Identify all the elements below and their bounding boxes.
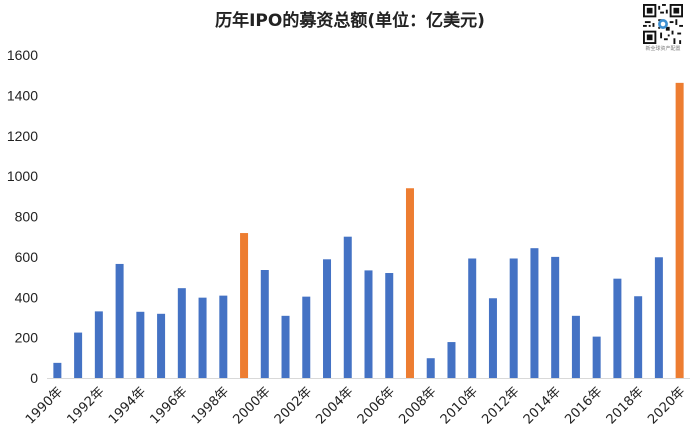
bar-2000 bbox=[260, 270, 269, 378]
x-tick-label: 2018年 bbox=[604, 384, 647, 427]
x-tick-label: 1992年 bbox=[64, 384, 107, 427]
x-tick-label: 1998年 bbox=[189, 384, 232, 427]
y-tick-label: 600 bbox=[15, 249, 39, 265]
bar-1992 bbox=[94, 311, 103, 378]
x-tick-label: 1990年 bbox=[23, 384, 66, 427]
x-tick-label: 2012年 bbox=[479, 384, 522, 427]
bar-1993 bbox=[115, 263, 124, 378]
y-tick-label: 800 bbox=[15, 209, 39, 225]
bar-1996 bbox=[177, 288, 186, 378]
qr-code-image bbox=[643, 4, 683, 44]
y-tick-label: 1000 bbox=[7, 168, 38, 184]
bar-2005 bbox=[364, 270, 373, 378]
bar-2015 bbox=[571, 315, 580, 378]
bar-2016 bbox=[592, 336, 601, 378]
bars bbox=[53, 82, 684, 379]
chart-title: 历年IPO的募资总额(单位：亿美元) bbox=[215, 11, 485, 31]
bar-1990 bbox=[53, 362, 62, 378]
bar-2020 bbox=[675, 82, 684, 379]
y-tick-label: 0 bbox=[30, 370, 38, 386]
bar-2010 bbox=[468, 258, 477, 378]
bar-2012 bbox=[509, 258, 518, 378]
y-tick-label: 400 bbox=[15, 289, 39, 305]
qr-code-watermark: 新全球资产配置 bbox=[641, 4, 685, 52]
y-axis-ticks: 0 200 400 600 800 1000 1200 1400 1600 bbox=[7, 47, 38, 386]
bar-2013 bbox=[530, 248, 539, 378]
bar-2002 bbox=[302, 296, 311, 378]
bar-2008 bbox=[426, 358, 435, 378]
bar-2019 bbox=[654, 257, 663, 378]
bar-2014 bbox=[551, 256, 560, 379]
bar-1998 bbox=[219, 295, 228, 378]
x-tick-label: 2006年 bbox=[355, 384, 398, 427]
x-tick-label: 2000年 bbox=[230, 384, 273, 427]
bar-2017 bbox=[613, 278, 622, 378]
bar-2003 bbox=[323, 259, 332, 378]
bar-2007 bbox=[405, 188, 414, 378]
x-tick-label: 1994年 bbox=[106, 384, 149, 427]
bar-2018 bbox=[634, 296, 643, 378]
bar-2006 bbox=[385, 273, 394, 378]
y-tick-label: 1600 bbox=[7, 47, 38, 63]
bar-1997 bbox=[198, 297, 207, 378]
x-tick-label: 1996年 bbox=[147, 384, 190, 427]
x-tick-label: 2010年 bbox=[438, 384, 481, 427]
bar-1991 bbox=[74, 332, 83, 378]
x-tick-label: 2008年 bbox=[396, 384, 439, 427]
x-tick-label: 2016年 bbox=[562, 384, 605, 427]
bar-2004 bbox=[343, 236, 352, 378]
bar-2011 bbox=[488, 298, 497, 378]
bar-1999 bbox=[240, 233, 249, 378]
bar-2001 bbox=[281, 315, 290, 378]
bar-2009 bbox=[447, 342, 456, 378]
y-tick-label: 200 bbox=[15, 330, 39, 346]
qr-caption: 新全球资产配置 bbox=[645, 46, 681, 52]
y-tick-label: 1200 bbox=[7, 128, 38, 144]
x-tick-label: 2004年 bbox=[313, 384, 356, 427]
x-tick-label: 2014年 bbox=[521, 384, 564, 427]
x-axis-ticks: 1990年1992年1994年1996年1998年2000年2002年2004年… bbox=[23, 384, 688, 427]
bar-1995 bbox=[157, 313, 166, 378]
y-tick-label: 1400 bbox=[7, 87, 38, 103]
x-tick-label: 2002年 bbox=[272, 384, 315, 427]
x-tick-label: 2020年 bbox=[645, 384, 688, 427]
bar-1994 bbox=[136, 311, 145, 378]
